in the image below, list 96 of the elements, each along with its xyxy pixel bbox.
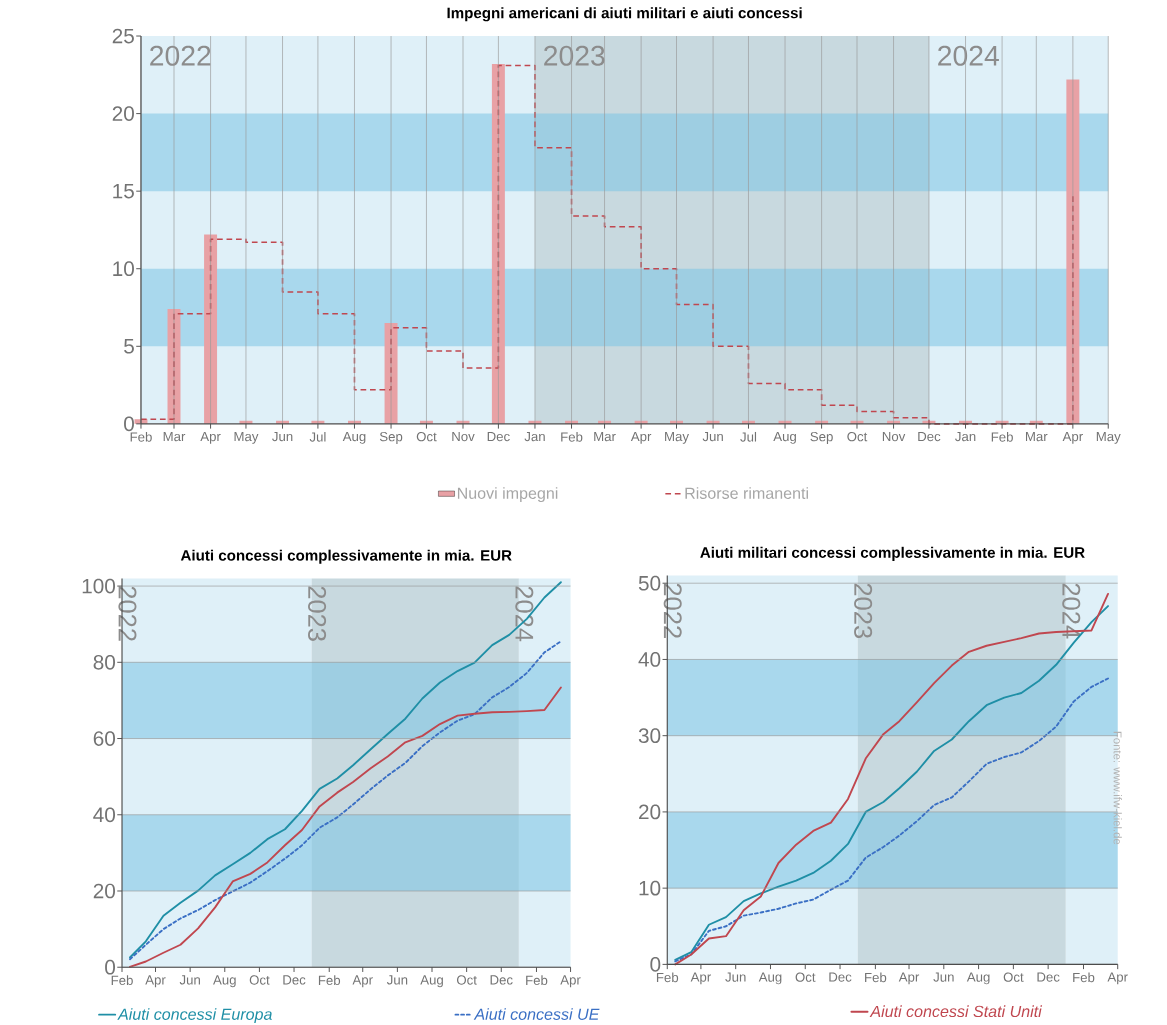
x-tick-label: Jun <box>933 972 954 982</box>
x-tick-label: Jun <box>179 975 200 985</box>
x-tick-label: Aug <box>773 431 796 444</box>
chart-title: Aiuti militari concessi complessivamente in mia. EUR <box>700 546 1085 561</box>
x-tick-label: Dec <box>283 975 306 985</box>
legend-label: Aiuti concessi Europa <box>117 1008 272 1024</box>
x-tick-label: Jun <box>725 972 746 982</box>
x-tick-label: Apr <box>630 431 652 444</box>
x-tick-label: Feb <box>318 975 341 985</box>
x-tick-label: Jan <box>524 431 545 442</box>
legend-label: Aiuti concessi Stati Uniti <box>869 1005 1043 1018</box>
x-tick-label: Jul <box>309 431 326 442</box>
y-tick-label: 15 <box>113 183 134 199</box>
band-label: 2023 <box>854 583 873 639</box>
x-tick-label: Aug <box>966 972 990 985</box>
band-label: 2022 <box>150 45 211 66</box>
y-tick-label: 50 <box>638 575 661 591</box>
x-tick-label: Apr <box>898 972 920 985</box>
y-tick-label: 20 <box>93 883 116 899</box>
x-tick-label: Feb <box>561 431 583 442</box>
y-tick-label: 0 <box>105 959 116 975</box>
x-tick-label: Oct <box>416 431 437 442</box>
x-tick-label: Sep <box>379 431 403 444</box>
y-tick-label: 40 <box>93 807 116 823</box>
x-tick-label: Aug <box>342 431 366 444</box>
x-tick-label: Oct <box>456 975 477 985</box>
line-series <box>129 640 562 961</box>
x-tick-label: Jan <box>955 431 976 442</box>
legend-label: Aiuti concessi UE <box>473 1008 600 1020</box>
y-tick-label: 80 <box>93 654 116 670</box>
x-tick-label: Jun <box>272 431 293 442</box>
y-tick-label: 25 <box>112 28 134 44</box>
x-tick-label: Aug <box>420 975 443 988</box>
x-tick-label: Jun <box>702 431 723 442</box>
y-tick-label: 20 <box>112 106 134 121</box>
chart-title: Impegni americani di aiuti militari e aiuti concessi <box>447 7 802 22</box>
band-label: 2024 <box>1062 583 1081 639</box>
x-tick-label: Oct <box>1003 972 1024 982</box>
x-tick-label: Aug <box>758 972 782 985</box>
band-label: 2022 <box>118 586 137 641</box>
chart-title: Aiuti concessi complessivamente in mia. EUR <box>180 549 512 564</box>
x-tick-label: Oct <box>847 431 868 442</box>
x-tick-label: May <box>665 431 689 444</box>
line-series <box>674 677 1109 963</box>
x-tick-label: Dec <box>1037 972 1060 982</box>
y-tick-label: 5 <box>124 339 134 354</box>
x-tick-label: Aug <box>213 975 236 988</box>
x-tick-label: Mar <box>1025 431 1048 442</box>
x-tick-label: Sep <box>810 431 833 444</box>
x-tick-label: Apr <box>352 975 373 988</box>
y-tick-label: 30 <box>638 728 661 744</box>
x-tick-label: Dec <box>829 972 852 982</box>
x-tick-label: Dec <box>918 431 941 442</box>
band-label: 2024 <box>515 586 534 642</box>
x-tick-label: Mar <box>594 431 616 442</box>
x-tick-label: Feb <box>656 972 679 983</box>
legend-label: Nuovi impegni <box>457 487 558 503</box>
x-tick-label: Feb <box>1073 972 1095 983</box>
x-tick-label: Feb <box>991 431 1013 442</box>
y-tick-label: 60 <box>93 731 116 746</box>
annotation: Fonte: www.ifw-kiel.de <box>1113 731 1122 845</box>
y-tick-label: 0 <box>124 416 134 432</box>
y-tick-label: 10 <box>113 261 134 277</box>
x-tick-label: Feb <box>865 972 887 983</box>
x-tick-label: Dec <box>487 431 510 442</box>
band-label: 2022 <box>663 583 682 638</box>
x-tick-label: May <box>234 431 259 444</box>
x-tick-label: Nov <box>452 431 475 442</box>
band-label: 2023 <box>308 586 327 641</box>
band-label: 2023 <box>544 45 605 66</box>
x-tick-label: May <box>1096 431 1121 444</box>
x-tick-label: Apr <box>1062 431 1083 444</box>
y-tick-label: 10 <box>639 880 661 896</box>
x-tick-label: Feb <box>526 975 548 985</box>
x-tick-label: Dec <box>490 975 513 985</box>
x-tick-label: Nov <box>882 431 906 442</box>
x-tick-label: Apr <box>200 431 221 444</box>
x-tick-label: Apr <box>145 975 166 988</box>
x-tick-label: Jul <box>740 431 757 442</box>
line-series <box>129 686 562 968</box>
x-tick-label: Apr <box>560 975 581 988</box>
y-tick-label: 100 <box>82 578 116 594</box>
x-tick-label: Apr <box>1107 972 1128 985</box>
x-tick-label: Feb <box>130 431 152 442</box>
bar <box>204 234 218 424</box>
y-tick-label: 40 <box>638 652 661 667</box>
x-tick-label: Oct <box>795 972 816 982</box>
x-tick-label: Oct <box>249 975 270 985</box>
x-tick-label: Feb <box>111 975 133 985</box>
x-tick-label: Apr <box>690 972 711 985</box>
y-tick-label: 20 <box>639 804 661 820</box>
bar <box>491 63 505 424</box>
legend-label: Risorse rimanenti <box>685 487 808 499</box>
x-tick-label: Mar <box>163 431 186 442</box>
y-tick-label: 0 <box>650 956 661 972</box>
x-tick-label: Jun <box>386 975 408 985</box>
